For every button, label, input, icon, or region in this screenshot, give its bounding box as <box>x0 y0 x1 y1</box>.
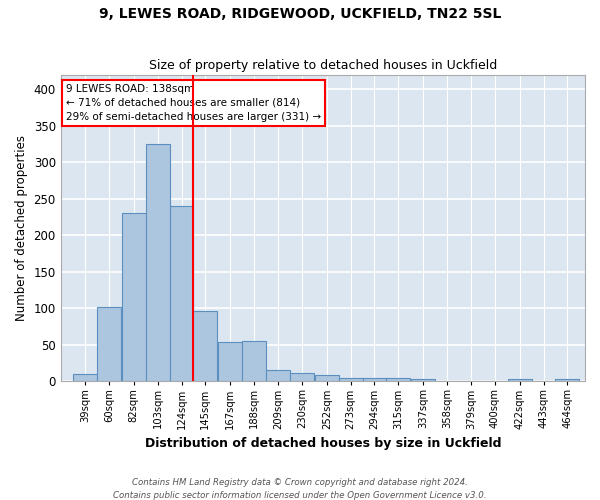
Bar <box>556 379 580 382</box>
Bar <box>193 311 217 382</box>
Bar <box>266 370 290 382</box>
Bar <box>146 144 170 382</box>
Bar <box>412 379 435 382</box>
Bar <box>170 206 193 382</box>
Text: Contains HM Land Registry data © Crown copyright and database right 2024.
Contai: Contains HM Land Registry data © Crown c… <box>113 478 487 500</box>
Bar <box>242 341 266 382</box>
Bar <box>315 375 339 382</box>
Bar <box>290 372 314 382</box>
Bar <box>122 214 146 382</box>
Bar <box>97 307 121 382</box>
Text: 9, LEWES ROAD, RIDGEWOOD, UCKFIELD, TN22 5SL: 9, LEWES ROAD, RIDGEWOOD, UCKFIELD, TN22… <box>99 8 501 22</box>
X-axis label: Distribution of detached houses by size in Uckfield: Distribution of detached houses by size … <box>145 437 501 450</box>
Bar <box>386 378 410 382</box>
Bar <box>73 374 97 382</box>
Text: 9 LEWES ROAD: 138sqm
← 71% of detached houses are smaller (814)
29% of semi-deta: 9 LEWES ROAD: 138sqm ← 71% of detached h… <box>66 84 321 122</box>
Y-axis label: Number of detached properties: Number of detached properties <box>15 135 28 321</box>
Bar <box>218 342 242 382</box>
Bar <box>362 378 386 382</box>
Bar <box>339 378 362 382</box>
Bar <box>508 379 532 382</box>
Title: Size of property relative to detached houses in Uckfield: Size of property relative to detached ho… <box>149 59 497 72</box>
